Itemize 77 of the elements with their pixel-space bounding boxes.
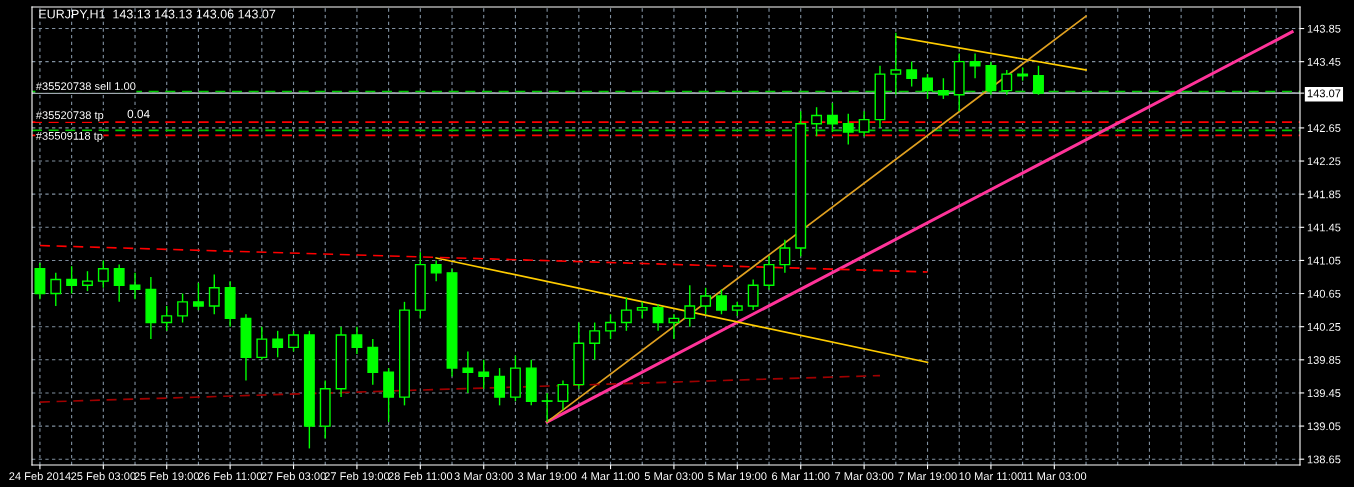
candlestick [541, 392, 553, 423]
y-tick-label: 143.45 [1307, 57, 1341, 66]
candlestick [589, 321, 601, 361]
ref-line-label: #35520738 sell 1.00 [35, 81, 136, 91]
candlestick [858, 110, 870, 137]
y-tick-label: 143.07 [1307, 89, 1341, 98]
candlestick [684, 284, 696, 328]
y-tick-label: 142.65 [1307, 124, 1341, 133]
x-tick-label: 26 Feb 11:00 [198, 471, 263, 481]
y-tick-label: 139.85 [1307, 356, 1341, 364]
candlestick [113, 263, 125, 303]
x-tick-label: 28 Feb 11:00 [388, 471, 453, 481]
candlestick [66, 265, 78, 295]
y-tick-label: 138.65 [1307, 455, 1341, 464]
candlestick [1033, 65, 1044, 96]
y-tick-label: 141.05 [1307, 256, 1341, 265]
candlestick [478, 359, 490, 390]
y-tick-label: 140.65 [1307, 289, 1341, 298]
candlestick [351, 325, 363, 355]
candlestick [177, 292, 189, 324]
candlestick [922, 73, 933, 100]
candlestick [620, 297, 632, 332]
x-tick-label: 4 Mar 11:00 [581, 472, 640, 481]
ref-line-label: #35509118 tp [35, 131, 103, 142]
candlestick [272, 330, 284, 359]
candlestick [256, 325, 268, 361]
y-tick-label: 139.05 [1307, 422, 1341, 431]
candlestick [430, 259, 442, 282]
candlestick [82, 270, 93, 292]
candlestick [462, 350, 474, 394]
y-tick-label: 139.45 [1307, 389, 1341, 398]
candlestick [826, 102, 838, 133]
x-tick-label: 11 Mar 03:00 [1022, 472, 1087, 481]
candlestick [969, 52, 981, 79]
x-tick-label: 7 Mar 19:00 [898, 472, 957, 481]
x-tick-label: 25 Feb 19:00 [134, 471, 200, 481]
candlestick [288, 330, 299, 353]
y-tick-label: 142.25 [1307, 157, 1341, 166]
candlestick [652, 303, 664, 332]
y-tick-label: 140.25 [1307, 322, 1341, 331]
x-tick-label: 5 Mar 19:00 [708, 472, 767, 481]
candlestick [1001, 69, 1013, 96]
candlestick [763, 255, 775, 291]
y-tick-label: 141.45 [1307, 223, 1341, 232]
candlestick [161, 305, 173, 332]
y-tick-label: 143.85 [1307, 24, 1341, 33]
x-tick-label: 3 Mar 19:00 [517, 472, 577, 481]
candlestick [716, 288, 727, 315]
candlestick [605, 313, 616, 340]
candlestick [50, 272, 62, 307]
x-tick-label: 24 Feb 2014 [9, 471, 71, 481]
candlestick [97, 259, 109, 289]
candlestick [208, 273, 220, 315]
candlestick [890, 31, 902, 96]
x-tick-label: 5 Mar 03:00 [644, 472, 704, 481]
candlestick [779, 239, 791, 274]
candlestick [668, 313, 680, 340]
y-tick-label: 141.85 [1307, 190, 1341, 199]
candlestick [811, 106, 823, 137]
x-tick-label: 7 Mar 03:00 [835, 472, 894, 481]
candlestick [192, 282, 204, 311]
chart-title: EURJPY,H1 143.13 143.13 143.06 143.07 [39, 9, 276, 20]
x-tick-label: 27 Feb 19:00 [324, 471, 390, 481]
ref-line-label: #35520738 tp [35, 111, 104, 122]
candlestick [494, 367, 506, 407]
candlestick [842, 113, 854, 146]
x-tick-label: 25 Feb 03:00 [71, 471, 136, 481]
x-tick-label: 10 Mar 11:00 [959, 472, 1023, 481]
annotation: 0.04 [127, 109, 150, 119]
x-tick-label: 6 Mar 11:00 [772, 472, 830, 481]
candlestick [937, 77, 949, 100]
x-tick-label: 27 Feb 03:00 [261, 471, 326, 481]
candlestick [700, 287, 712, 315]
candlestick [906, 60, 918, 88]
candlestick [747, 278, 759, 311]
x-tick-label: 3 Mar 03:00 [454, 472, 513, 481]
candlestick [557, 379, 569, 411]
